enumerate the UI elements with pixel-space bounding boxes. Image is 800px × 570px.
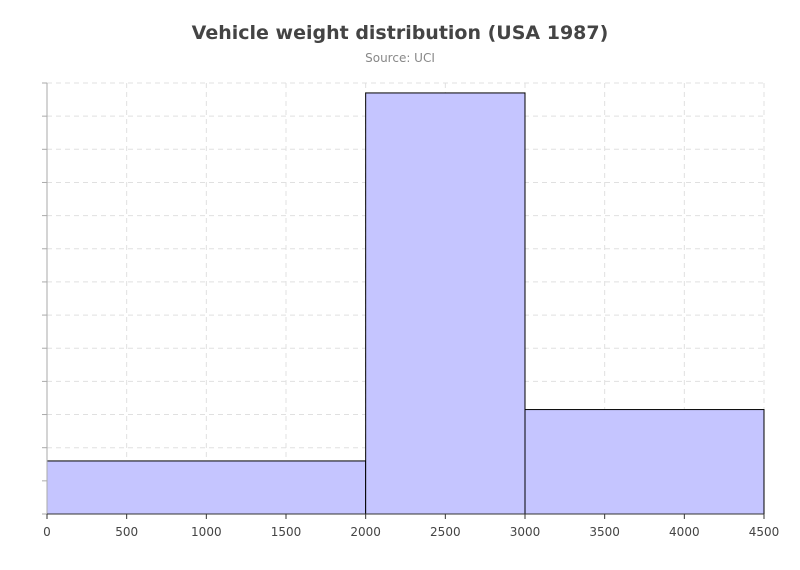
x-tick-label-3: 1500 [271, 525, 302, 539]
histogram-bars [46, 92, 765, 515]
x-tick-label-4: 2000 [350, 525, 381, 539]
x-tick-label-9: 4500 [749, 525, 780, 539]
x-tick-label-6: 3000 [510, 525, 541, 539]
histogram-bar-2 [524, 409, 765, 515]
x-tick-label-7: 3500 [589, 525, 620, 539]
histogram-bar-0 [46, 460, 367, 515]
chart-title: Vehicle weight distribution (USA 1987) [191, 22, 609, 44]
x-tick-label-1: 500 [115, 525, 138, 539]
x-tick-label-0: 0 [43, 525, 51, 539]
axes [42, 82, 765, 519]
tick-labels: 0 500 1000 1500 2000 2500 3000 3500 4000 4500 [43, 525, 779, 539]
chart-subtitle: Source: UCI [365, 51, 435, 65]
x-tick-label-5: 2500 [430, 525, 461, 539]
histogram-bar-1 [365, 92, 526, 515]
x-tick-label-8: 4000 [669, 525, 700, 539]
x-tick-label-2: 1000 [191, 525, 222, 539]
